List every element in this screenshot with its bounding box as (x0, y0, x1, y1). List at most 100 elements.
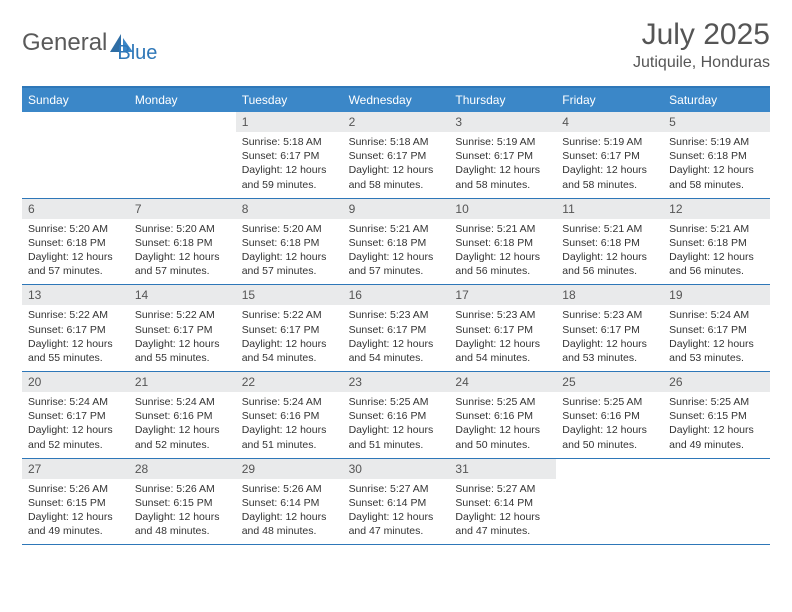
day-number: 29 (236, 459, 343, 479)
day-info: Sunrise: 5:23 AMSunset: 6:17 PMDaylight:… (449, 305, 556, 365)
brand-part2: Blue (117, 42, 157, 65)
dayname-thursday: Thursday (449, 88, 556, 112)
day-number: 21 (129, 372, 236, 392)
dayname-saturday: Saturday (663, 88, 770, 112)
calendar-cell: 31Sunrise: 5:27 AMSunset: 6:14 PMDayligh… (449, 459, 556, 545)
calendar-cell: .. (129, 112, 236, 198)
day-info: Sunrise: 5:20 AMSunset: 6:18 PMDaylight:… (236, 219, 343, 279)
day-number: 3 (449, 112, 556, 132)
calendar-cell: .. (556, 459, 663, 545)
calendar-cell: 2Sunrise: 5:18 AMSunset: 6:17 PMDaylight… (343, 112, 450, 198)
day-info: Sunrise: 5:19 AMSunset: 6:18 PMDaylight:… (663, 132, 770, 192)
day-info: Sunrise: 5:20 AMSunset: 6:18 PMDaylight:… (129, 219, 236, 279)
day-info: Sunrise: 5:26 AMSunset: 6:15 PMDaylight:… (22, 479, 129, 539)
day-number: 2 (343, 112, 450, 132)
day-number: 9 (343, 199, 450, 219)
calendar-cell: .. (663, 459, 770, 545)
dayname-friday: Friday (556, 88, 663, 112)
calendar-cell: 4Sunrise: 5:19 AMSunset: 6:17 PMDaylight… (556, 112, 663, 198)
day-number: 27 (22, 459, 129, 479)
day-number: 22 (236, 372, 343, 392)
calendar-body: ....1Sunrise: 5:18 AMSunset: 6:17 PMDayl… (22, 112, 770, 545)
day-info: Sunrise: 5:22 AMSunset: 6:17 PMDaylight:… (129, 305, 236, 365)
day-info: Sunrise: 5:25 AMSunset: 6:16 PMDaylight:… (343, 392, 450, 452)
day-info: Sunrise: 5:24 AMSunset: 6:17 PMDaylight:… (22, 392, 129, 452)
day-info: Sunrise: 5:20 AMSunset: 6:18 PMDaylight:… (22, 219, 129, 279)
dayname-sunday: Sunday (22, 88, 129, 112)
calendar-cell: 14Sunrise: 5:22 AMSunset: 6:17 PMDayligh… (129, 285, 236, 371)
day-number: 11 (556, 199, 663, 219)
calendar-cell: 22Sunrise: 5:24 AMSunset: 6:16 PMDayligh… (236, 372, 343, 458)
calendar-cell: 9Sunrise: 5:21 AMSunset: 6:18 PMDaylight… (343, 199, 450, 285)
title-block: July 2025 Jutiquile, Honduras (633, 18, 770, 72)
day-number: 30 (343, 459, 450, 479)
day-number: 17 (449, 285, 556, 305)
calendar-cell: 5Sunrise: 5:19 AMSunset: 6:18 PMDaylight… (663, 112, 770, 198)
dayname-tuesday: Tuesday (236, 88, 343, 112)
day-number: 19 (663, 285, 770, 305)
calendar-week: 20Sunrise: 5:24 AMSunset: 6:17 PMDayligh… (22, 372, 770, 459)
dayname-wednesday: Wednesday (343, 88, 450, 112)
calendar-cell: 29Sunrise: 5:26 AMSunset: 6:14 PMDayligh… (236, 459, 343, 545)
day-info: Sunrise: 5:24 AMSunset: 6:16 PMDaylight:… (129, 392, 236, 452)
day-number: 20 (22, 372, 129, 392)
day-number: 28 (129, 459, 236, 479)
calendar-cell: 1Sunrise: 5:18 AMSunset: 6:17 PMDaylight… (236, 112, 343, 198)
day-info: Sunrise: 5:21 AMSunset: 6:18 PMDaylight:… (343, 219, 450, 279)
day-number: 16 (343, 285, 450, 305)
day-number: 15 (236, 285, 343, 305)
day-info: Sunrise: 5:26 AMSunset: 6:15 PMDaylight:… (129, 479, 236, 539)
day-number: 26 (663, 372, 770, 392)
day-info: Sunrise: 5:25 AMSunset: 6:16 PMDaylight:… (556, 392, 663, 452)
day-info: Sunrise: 5:23 AMSunset: 6:17 PMDaylight:… (343, 305, 450, 365)
calendar-cell: 6Sunrise: 5:20 AMSunset: 6:18 PMDaylight… (22, 199, 129, 285)
calendar-cell: 23Sunrise: 5:25 AMSunset: 6:16 PMDayligh… (343, 372, 450, 458)
day-number: 4 (556, 112, 663, 132)
calendar: SundayMondayTuesdayWednesdayThursdayFrid… (22, 86, 770, 545)
day-number: 18 (556, 285, 663, 305)
dayname-row: SundayMondayTuesdayWednesdayThursdayFrid… (22, 88, 770, 112)
calendar-cell: 20Sunrise: 5:24 AMSunset: 6:17 PMDayligh… (22, 372, 129, 458)
day-number: 10 (449, 199, 556, 219)
day-number: 14 (129, 285, 236, 305)
calendar-cell: 11Sunrise: 5:21 AMSunset: 6:18 PMDayligh… (556, 199, 663, 285)
calendar-week: 6Sunrise: 5:20 AMSunset: 6:18 PMDaylight… (22, 199, 770, 286)
day-info: Sunrise: 5:27 AMSunset: 6:14 PMDaylight:… (343, 479, 450, 539)
day-number: 24 (449, 372, 556, 392)
day-number: 6 (22, 199, 129, 219)
day-info: Sunrise: 5:21 AMSunset: 6:18 PMDaylight:… (663, 219, 770, 279)
calendar-week: 27Sunrise: 5:26 AMSunset: 6:15 PMDayligh… (22, 459, 770, 546)
day-info: Sunrise: 5:26 AMSunset: 6:14 PMDaylight:… (236, 479, 343, 539)
day-number: 13 (22, 285, 129, 305)
calendar-cell: 12Sunrise: 5:21 AMSunset: 6:18 PMDayligh… (663, 199, 770, 285)
calendar-cell: 30Sunrise: 5:27 AMSunset: 6:14 PMDayligh… (343, 459, 450, 545)
day-number: 25 (556, 372, 663, 392)
calendar-cell: 21Sunrise: 5:24 AMSunset: 6:16 PMDayligh… (129, 372, 236, 458)
calendar-cell: 3Sunrise: 5:19 AMSunset: 6:17 PMDaylight… (449, 112, 556, 198)
calendar-cell: 7Sunrise: 5:20 AMSunset: 6:18 PMDaylight… (129, 199, 236, 285)
day-number: 23 (343, 372, 450, 392)
calendar-cell: 8Sunrise: 5:20 AMSunset: 6:18 PMDaylight… (236, 199, 343, 285)
calendar-cell: 15Sunrise: 5:22 AMSunset: 6:17 PMDayligh… (236, 285, 343, 371)
dayname-monday: Monday (129, 88, 236, 112)
calendar-cell: 25Sunrise: 5:25 AMSunset: 6:16 PMDayligh… (556, 372, 663, 458)
calendar-cell: 24Sunrise: 5:25 AMSunset: 6:16 PMDayligh… (449, 372, 556, 458)
day-number: 5 (663, 112, 770, 132)
calendar-cell: 28Sunrise: 5:26 AMSunset: 6:15 PMDayligh… (129, 459, 236, 545)
day-info: Sunrise: 5:19 AMSunset: 6:17 PMDaylight:… (449, 132, 556, 192)
calendar-cell: 18Sunrise: 5:23 AMSunset: 6:17 PMDayligh… (556, 285, 663, 371)
day-info: Sunrise: 5:25 AMSunset: 6:16 PMDaylight:… (449, 392, 556, 452)
day-info: Sunrise: 5:21 AMSunset: 6:18 PMDaylight:… (556, 219, 663, 279)
day-info: Sunrise: 5:24 AMSunset: 6:16 PMDaylight:… (236, 392, 343, 452)
day-info: Sunrise: 5:27 AMSunset: 6:14 PMDaylight:… (449, 479, 556, 539)
day-info: Sunrise: 5:23 AMSunset: 6:17 PMDaylight:… (556, 305, 663, 365)
day-number: 8 (236, 199, 343, 219)
day-info: Sunrise: 5:21 AMSunset: 6:18 PMDaylight:… (449, 219, 556, 279)
day-info: Sunrise: 5:22 AMSunset: 6:17 PMDaylight:… (236, 305, 343, 365)
day-info: Sunrise: 5:25 AMSunset: 6:15 PMDaylight:… (663, 392, 770, 452)
month-title: July 2025 (633, 18, 770, 52)
calendar-cell: .. (22, 112, 129, 198)
day-number: 31 (449, 459, 556, 479)
brand-logo: General Blue (22, 20, 157, 65)
calendar-cell: 26Sunrise: 5:25 AMSunset: 6:15 PMDayligh… (663, 372, 770, 458)
